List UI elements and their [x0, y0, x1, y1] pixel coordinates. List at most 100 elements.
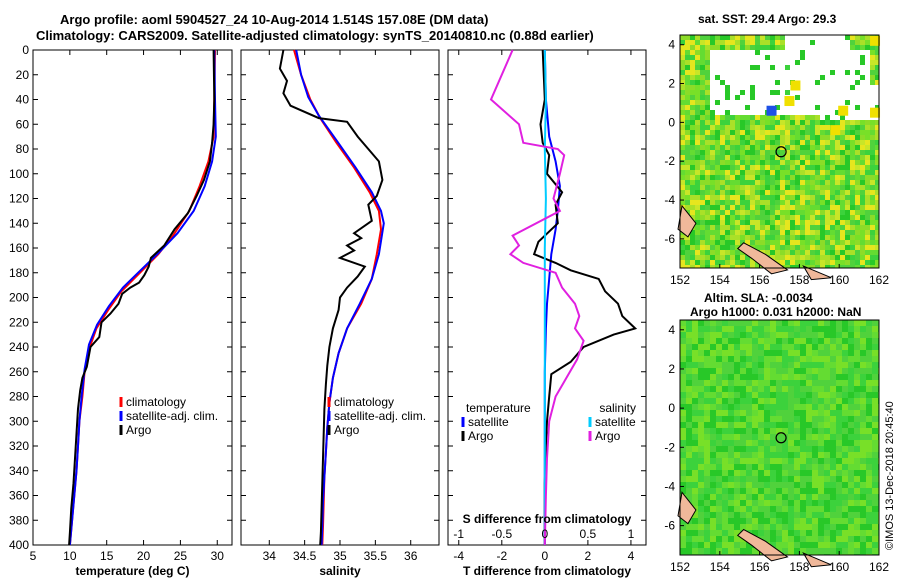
sla_map-pixel — [680, 548, 686, 554]
sst_map-pixel — [800, 170, 805, 175]
sla_map-pixel — [866, 368, 872, 374]
sla_map-pixel — [824, 458, 830, 464]
sst_map-pixel — [745, 120, 750, 125]
sst_map-pixel — [690, 165, 695, 170]
sst_map-pixel — [845, 185, 850, 190]
sla_map-pixel — [800, 452, 806, 458]
sst_map-pixel — [735, 145, 740, 150]
sst_map-pixel — [735, 240, 740, 245]
sst_map-pixel — [680, 160, 685, 165]
sst_map-pixel — [820, 195, 825, 200]
sst_map-pixel — [865, 160, 870, 165]
sst_map-pixel — [740, 50, 745, 55]
sst_map-pixel — [780, 85, 785, 90]
sst_map-pixel — [795, 195, 800, 200]
sst_map-pixel — [800, 240, 805, 245]
sst_map-pixel — [735, 130, 740, 135]
sst_map-pixel — [760, 135, 765, 140]
sst_map-pixel — [825, 95, 830, 100]
sst_map-pixel — [700, 35, 705, 40]
sst_map-pixel — [850, 230, 855, 235]
sst_map-pixel — [715, 55, 720, 60]
sst_map-pixel — [750, 235, 755, 240]
sst_map-pixel — [825, 55, 830, 60]
sla_map-pixel — [818, 524, 824, 530]
sst_map-pixel — [710, 105, 715, 110]
sst_map-pixel — [800, 180, 805, 185]
sst_map-pixel — [750, 130, 755, 135]
sst_map-pixel — [775, 120, 780, 125]
sst_map-pixel — [705, 70, 710, 75]
sst_map-land-island — [802, 265, 832, 281]
ytick-label: 300 — [9, 414, 29, 428]
sst_map-pixel — [785, 75, 790, 80]
sst_map-pixel — [755, 50, 760, 55]
sla_map-pixel — [740, 374, 746, 380]
sst_map-pixel — [825, 60, 830, 65]
sla_map-pixel — [854, 404, 860, 410]
sla-map-title-line2: Argo h1000: 0.031 h2000: NaN — [690, 305, 862, 319]
sst_map-pixel — [850, 250, 855, 255]
sst_map-pixel — [855, 235, 860, 240]
sla_map-pixel — [830, 458, 836, 464]
sst_map-pixel — [785, 145, 790, 150]
sst_map-pixel — [865, 100, 870, 105]
sst_map-pixel — [715, 135, 720, 140]
sst_map-pixel — [725, 90, 730, 95]
sla_map-pixel — [734, 548, 740, 554]
sla_map-pixel — [800, 458, 806, 464]
sst_map-pixel — [750, 125, 755, 130]
difference-legend-label: Argo — [468, 429, 494, 443]
sst_map-pixel — [695, 115, 700, 120]
sst_map-pixel — [725, 195, 730, 200]
sst_map-pixel — [810, 110, 815, 115]
sst_map-pixel — [865, 115, 870, 120]
sst_map-pixel — [830, 80, 835, 85]
sla_map-pixel — [800, 320, 806, 326]
sla_map-pixel — [872, 482, 878, 488]
sst_map-pixel — [825, 100, 830, 105]
sla_map-pixel — [818, 542, 824, 548]
sst_map-pixel — [705, 170, 710, 175]
sst_map-pixel — [820, 75, 825, 80]
sla_map-pixel — [758, 470, 764, 476]
sla_map-pixel — [800, 440, 806, 446]
sla_map-pixel — [830, 344, 836, 350]
sla_map-pixel — [704, 326, 710, 332]
sla_map-pixel — [716, 512, 722, 518]
sla_map-pixel — [782, 524, 788, 530]
sla_map-pixel — [866, 392, 872, 398]
sst_map-pixel — [730, 145, 735, 150]
sst_map-pixel — [830, 185, 835, 190]
sst_map-pixel — [685, 50, 690, 55]
sla_map-pixel — [746, 548, 752, 554]
sla_map-pixel — [812, 422, 818, 428]
sla_map-pixel — [842, 440, 848, 446]
sla_map-pixel — [734, 524, 740, 530]
sla_map-pixel — [788, 476, 794, 482]
sst_map-pixel — [845, 145, 850, 150]
sst_map-pixel — [845, 75, 850, 80]
sla_map-pixel — [698, 398, 704, 404]
sst_map-pixel — [875, 165, 879, 170]
sst_map-pixel — [735, 195, 740, 200]
sst_map-pixel — [760, 35, 765, 40]
sla_map-pixel — [752, 344, 758, 350]
sst_map-pixel — [740, 205, 745, 210]
sla_map-pixel — [824, 440, 830, 446]
sst_map-pixel — [750, 95, 755, 100]
sla_map-pixel — [686, 458, 692, 464]
sla_map-pixel — [740, 368, 746, 374]
sla_map-pixel — [812, 374, 818, 380]
sst_map-pixel — [845, 220, 850, 225]
sla_map-pixel — [692, 386, 698, 392]
sst_map-pixel — [705, 95, 710, 100]
sst_map-pixel — [775, 235, 780, 240]
sla_map-pixel — [794, 374, 800, 380]
sst_map-pixel — [840, 120, 845, 125]
sla_map-pixel — [734, 356, 740, 362]
sst_map-pixel — [820, 105, 825, 110]
sst_map-pixel — [825, 35, 830, 40]
sst_map-pixel — [680, 150, 685, 155]
sst_map-pixel — [695, 235, 700, 240]
